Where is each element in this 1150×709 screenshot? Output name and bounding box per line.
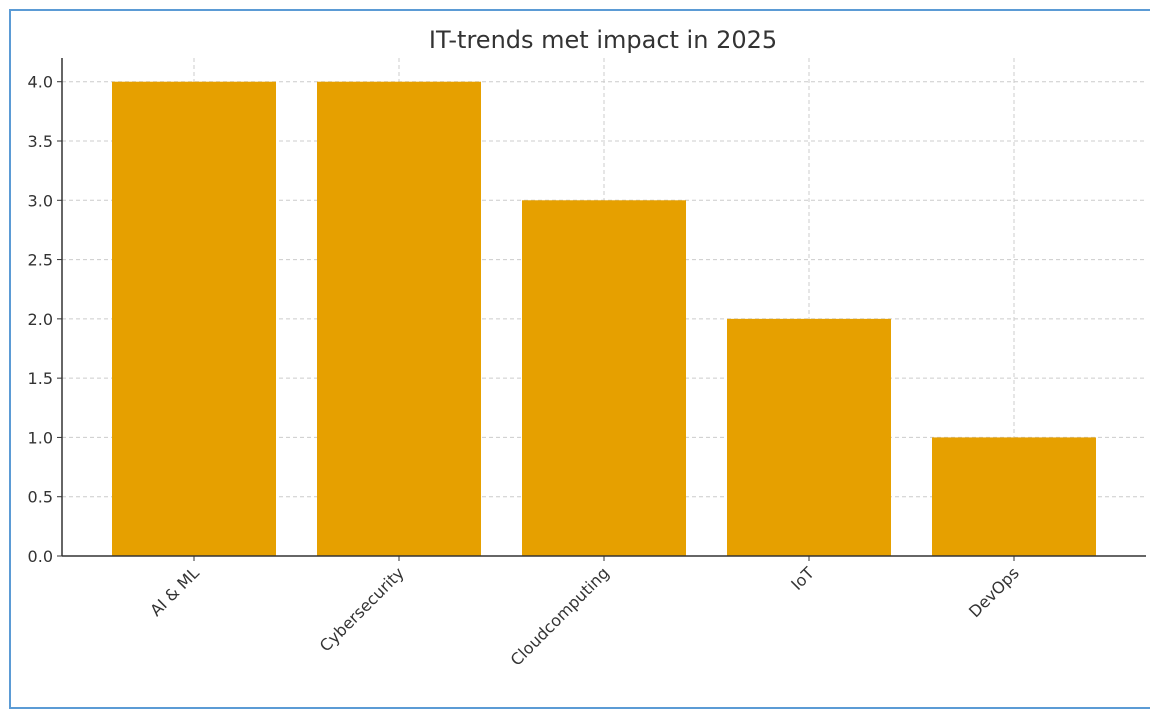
bar — [932, 437, 1096, 556]
y-tick-label: 3.5 — [28, 132, 53, 151]
chart-title: IT-trends met impact in 2025 — [429, 26, 777, 54]
y-tick-label: 0.0 — [28, 547, 53, 566]
y-tick-label: 4.0 — [28, 73, 53, 92]
bar — [112, 81, 276, 556]
y-tick-label: 0.5 — [28, 488, 53, 507]
x-tick-label: Cloudcomputing — [507, 563, 613, 669]
axes — [57, 58, 1146, 561]
x-tick-label: DevOps — [965, 563, 1023, 621]
bar — [727, 318, 891, 556]
bars — [112, 81, 1096, 557]
y-tick-label: 1.5 — [28, 369, 53, 388]
bar — [522, 200, 686, 557]
x-tick-label: AI & ML — [146, 563, 203, 620]
y-tick-label: 2.0 — [28, 310, 53, 329]
x-tick-labels: AI & ML Cybersecurity Cloudcomputing IoT Dev… — [146, 563, 1023, 669]
bar — [317, 81, 481, 556]
y-tick-labels: 0.0 0.5 1.0 1.5 2.0 2.5 3.0 3.5 4.0 — [28, 73, 53, 566]
x-tick-label: Cybersecurity — [316, 563, 408, 655]
x-tick-label: IoT — [787, 563, 818, 594]
y-tick-label: 3.0 — [28, 191, 53, 210]
y-tick-label: 2.5 — [28, 251, 53, 270]
y-tick-label: 1.0 — [28, 428, 53, 447]
